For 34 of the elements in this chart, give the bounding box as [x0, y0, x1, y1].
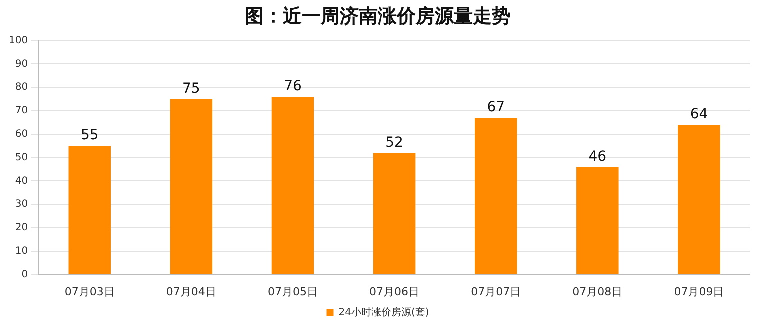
data-label: 76 — [284, 78, 302, 95]
y-tick-label: 40 — [15, 176, 28, 187]
y-tick-label: 20 — [15, 222, 28, 234]
x-tick-label: 07月03日 — [64, 285, 115, 298]
chart-title: 图：近一周济南涨价房源量走势 — [245, 5, 511, 28]
bar — [474, 118, 518, 274]
legend-label: 24小时涨价房源(套) — [338, 306, 430, 319]
data-label: 75 — [182, 80, 200, 97]
bar — [272, 96, 314, 274]
y-tick-label: 0 — [22, 269, 28, 280]
bar — [576, 167, 619, 274]
x-tick-label: 07月04日 — [166, 285, 216, 298]
y-tick-label: 60 — [15, 128, 28, 140]
bar — [170, 99, 213, 274]
y-tick-label: 100 — [8, 35, 28, 46]
bar — [373, 153, 416, 274]
data-label: 67 — [487, 100, 506, 116]
x-tick-label: 07月07日 — [471, 285, 522, 298]
y-tick-label: 70 — [15, 106, 28, 117]
y-tick-label: 30 — [15, 199, 28, 210]
data-label: 52 — [386, 134, 404, 151]
data-label: 46 — [588, 148, 607, 165]
y-tick-label: 90 — [15, 58, 28, 70]
data-label: 55 — [80, 128, 99, 144]
data-label: 64 — [690, 106, 708, 123]
x-tick-label: 07月09日 — [674, 285, 724, 298]
y-tick-label: 50 — [15, 152, 28, 164]
bar — [68, 146, 111, 274]
y-tick-label: 80 — [15, 82, 28, 94]
x-tick-label: 07月08日 — [572, 285, 623, 298]
bar — [678, 125, 720, 274]
x-tick-label: 07月05日 — [268, 285, 318, 298]
x-tick-label: 07月06日 — [370, 285, 420, 298]
y-tick-label: 10 — [15, 246, 28, 257]
